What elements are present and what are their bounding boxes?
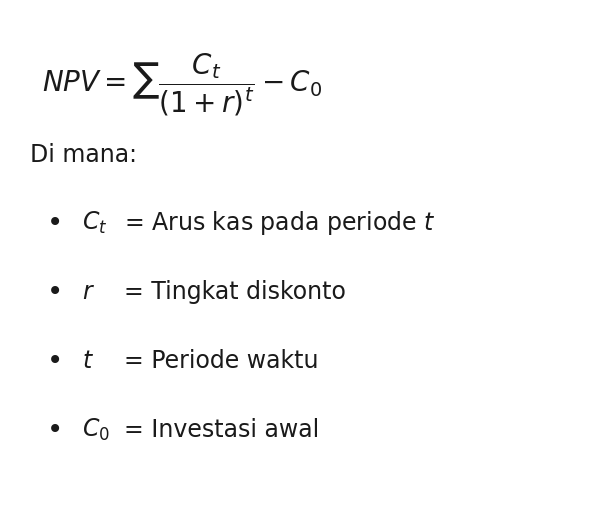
Text: $C_t$: $C_t$ bbox=[82, 209, 107, 236]
Text: Di mana:: Di mana: bbox=[30, 143, 138, 167]
Text: $r$: $r$ bbox=[82, 280, 95, 304]
Text: •: • bbox=[47, 209, 62, 237]
Text: •: • bbox=[47, 278, 62, 306]
Text: $NPV = \sum \dfrac{C_t}{(1+r)^t} - C_0$: $NPV = \sum \dfrac{C_t}{(1+r)^t} - C_0$ bbox=[42, 51, 323, 118]
Text: •: • bbox=[47, 347, 62, 375]
Text: = Tingkat diskonto: = Tingkat diskonto bbox=[124, 280, 346, 304]
Text: = Arus kas pada periode $t$: = Arus kas pada periode $t$ bbox=[124, 209, 436, 237]
Text: = Investasi awal: = Investasi awal bbox=[124, 418, 319, 442]
Text: $t$: $t$ bbox=[82, 349, 94, 373]
Text: $C_0$: $C_0$ bbox=[82, 417, 110, 443]
Text: = Periode waktu: = Periode waktu bbox=[124, 349, 319, 373]
Text: •: • bbox=[47, 416, 62, 444]
